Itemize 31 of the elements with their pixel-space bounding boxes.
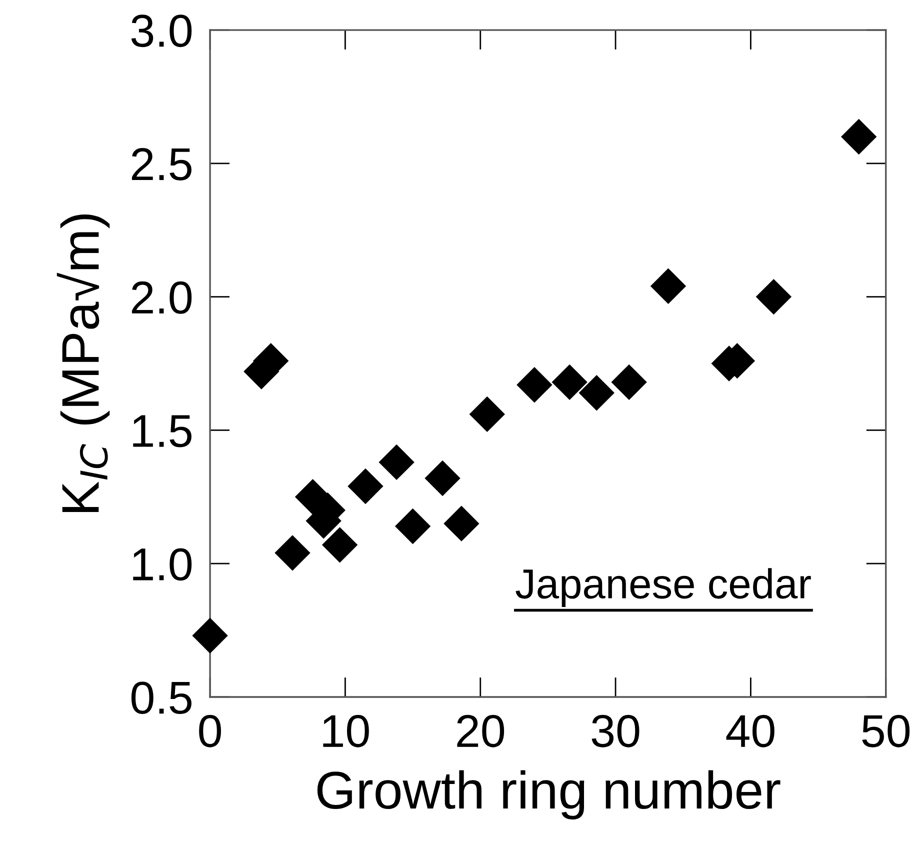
y-tick-label: 3.0 [131,14,192,48]
point [611,364,647,400]
x-tick-label: 50 [862,714,910,748]
x-tick-label: 10 [323,714,369,748]
point [756,278,792,315]
point [394,508,431,544]
x-tick-label: 20 [457,714,504,748]
point [444,506,480,542]
y-tick-label: 2.0 [132,281,192,314]
y-tick-label: 1.5 [133,415,192,448]
y-tick-label: 2.5 [132,148,192,180]
x-tick-label: 0 [199,714,221,748]
y-tick-label: 0.5 [131,682,192,714]
point [840,118,877,155]
annotation: Japanese cedar [516,568,811,607]
x-tick-label: 30 [592,714,640,748]
point [578,375,614,411]
point [322,527,358,563]
point [424,460,460,496]
point [552,364,588,400]
point [469,396,505,432]
x-axis-title: Growth ring number [317,770,780,820]
point [192,618,228,654]
point [274,535,310,571]
y-tick-label: 1.0 [133,548,192,581]
point [378,444,414,480]
point [650,268,686,304]
y-axis-title: K$_{IC}$ (MPa√m) [56,214,110,512]
point [516,367,552,403]
point [348,468,384,504]
x-tick-label: 40 [726,714,774,748]
